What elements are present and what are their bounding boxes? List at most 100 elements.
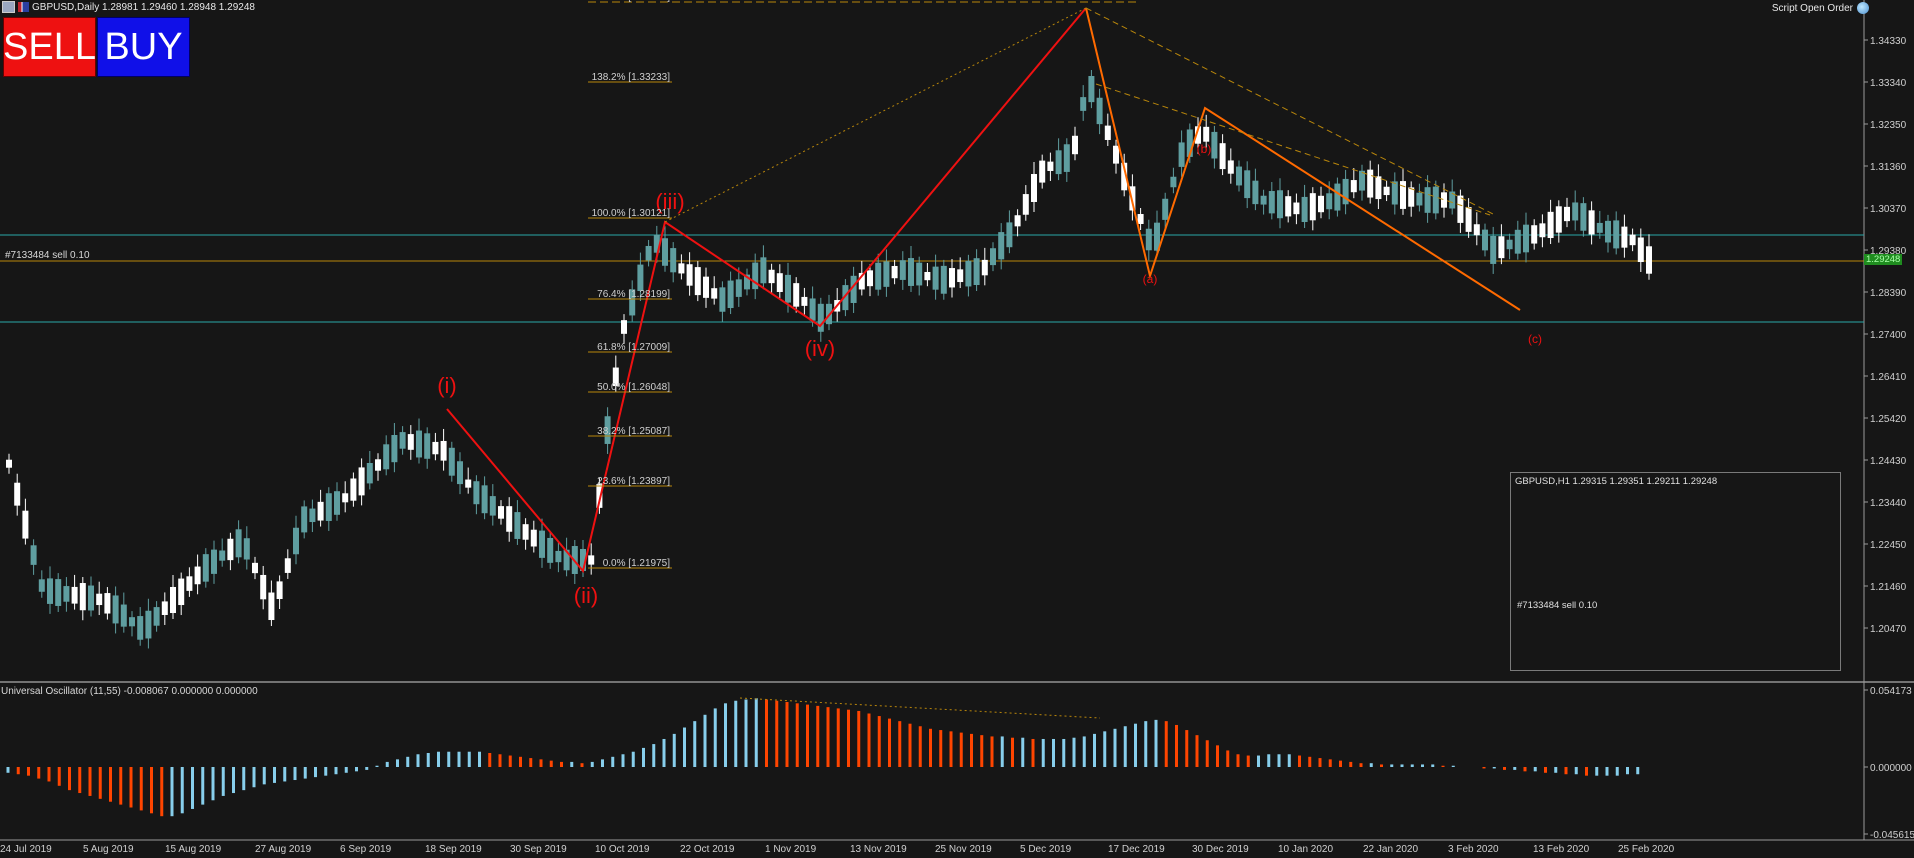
candle-body	[547, 537, 554, 563]
candle-body	[1523, 224, 1529, 253]
candle-body	[645, 245, 652, 261]
price-tick-label: 1.33340	[1870, 78, 1907, 89]
candle-body	[1121, 162, 1128, 191]
position-label[interactable]: #7133484 sell 0.10	[5, 250, 90, 261]
date-label: 30 Dec 2019	[1192, 844, 1249, 855]
osc-tick-label: 0.054173	[1870, 686, 1912, 697]
candle-body	[342, 493, 349, 503]
date-label: 10 Oct 2019	[595, 844, 650, 855]
oscillator-label: Universal Oscillator (11,55) -0.008067 0…	[1, 686, 258, 697]
candle-body	[416, 430, 422, 458]
mini-position-label: #7133484 sell 0.10	[1517, 600, 1598, 611]
candle-body	[1596, 222, 1603, 233]
candle-body	[1113, 145, 1119, 164]
candle-body	[539, 530, 545, 558]
candle-body	[260, 574, 267, 600]
candle-body	[1178, 142, 1185, 167]
candle-body	[735, 279, 742, 297]
candle-body	[1539, 223, 1546, 238]
candle-body	[243, 538, 250, 560]
date-label: 30 Sep 2019	[510, 844, 567, 855]
buy-button[interactable]: BUY	[97, 17, 190, 77]
candle-body	[1285, 196, 1292, 217]
price-tick-label: 1.28390	[1870, 288, 1907, 299]
candle-body	[30, 545, 37, 565]
candle-body	[1400, 181, 1406, 209]
candle-body	[1039, 160, 1046, 183]
candle-body	[522, 524, 529, 540]
candle-body	[1162, 198, 1169, 220]
wave-overlays: (i) (ii) (iii) (iv) (a) (b) (c)	[437, 7, 1542, 608]
fib-label: 61.8% [1.27009]	[597, 342, 670, 353]
candle-body	[170, 586, 176, 614]
candle-body	[317, 501, 324, 521]
candle-body	[514, 512, 521, 539]
date-label: 25 Nov 2019	[935, 844, 992, 855]
fib-label: 76.4% [1.28199]	[597, 289, 670, 300]
sell-button[interactable]: SELL	[3, 17, 96, 77]
candle-body	[227, 538, 234, 561]
candle-body	[580, 548, 586, 572]
date-label: 10 Jan 2020	[1278, 844, 1333, 855]
candle-body	[817, 303, 824, 332]
candle-body	[867, 270, 873, 287]
date-label: 24 Jul 2019	[0, 844, 52, 855]
candle-body	[875, 262, 882, 290]
candle-body	[662, 238, 668, 266]
candle-body	[1260, 195, 1267, 205]
candle-body	[440, 440, 447, 461]
candle-body	[71, 586, 78, 604]
candle-body	[842, 285, 849, 311]
candle-body	[1473, 224, 1480, 236]
candle-body	[1145, 228, 1152, 251]
candle-body	[1637, 237, 1644, 263]
fib-label: 50.0% [1.26048]	[597, 382, 670, 393]
candle-body	[1490, 235, 1497, 264]
date-label: 13 Nov 2019	[850, 844, 907, 855]
candle-body	[686, 264, 693, 286]
candle-body	[235, 529, 242, 558]
candle-body	[916, 262, 923, 286]
candle-body	[481, 485, 488, 514]
candle-body	[1514, 229, 1521, 254]
candle-body	[1326, 193, 1333, 210]
candle-body	[1211, 131, 1218, 159]
price-tick-label: 1.22450	[1870, 540, 1907, 551]
candle-body	[350, 478, 357, 501]
mini-chart-window[interactable]: GBPUSD,H1 1.29315 1.29351 1.29211 1.2924…	[1510, 472, 1841, 671]
candle-body	[1564, 206, 1570, 222]
candle-body	[457, 461, 463, 485]
candle-body	[744, 274, 750, 290]
candle-body	[1047, 161, 1054, 171]
candle-body	[186, 576, 193, 591]
candle-body	[309, 508, 316, 523]
candle-body	[301, 506, 308, 533]
price-tick-label: 1.24430	[1870, 456, 1907, 467]
candle-body	[1236, 166, 1242, 186]
candle-body	[1367, 169, 1374, 198]
date-label: 22 Oct 2019	[680, 844, 735, 855]
candle-body	[1572, 202, 1579, 221]
candle-body	[850, 275, 857, 303]
candle-body	[1088, 76, 1095, 103]
candle-body	[465, 479, 472, 488]
candle-body	[383, 444, 390, 470]
wave-label: (c)	[1528, 332, 1542, 346]
candle-body	[801, 296, 808, 306]
script-smiley-icon[interactable]	[1857, 2, 1869, 14]
candle-body	[47, 578, 53, 604]
price-tick-label: 1.25420	[1870, 414, 1907, 425]
candle-body	[1449, 191, 1456, 209]
candle-body	[1621, 226, 1628, 248]
candle-body	[448, 447, 455, 476]
candle-body	[1055, 150, 1062, 175]
candle-body	[1350, 180, 1357, 193]
candle-body	[120, 604, 127, 627]
impulse-wave-line	[446, 7, 1087, 574]
window-icon[interactable]	[2, 1, 15, 13]
candle-body	[1334, 183, 1341, 211]
candle-body	[1186, 129, 1193, 157]
candle-body	[1014, 215, 1021, 227]
candle-body	[949, 268, 955, 288]
